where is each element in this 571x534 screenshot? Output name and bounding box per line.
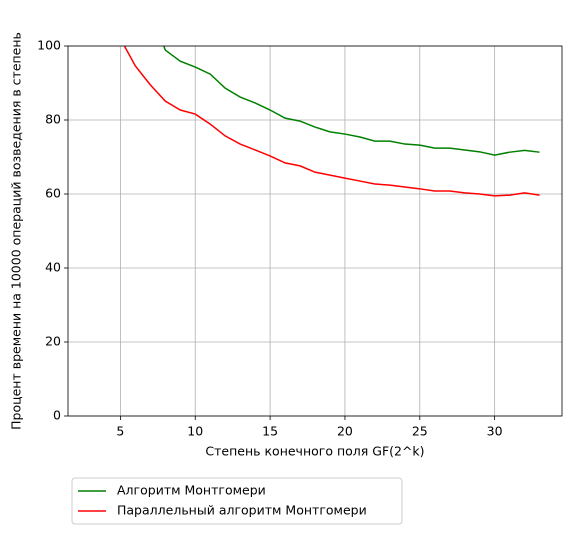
y-tick-label: 20	[45, 334, 61, 349]
y-tick-label: 60	[45, 186, 61, 201]
legend-label: Алгоритм Монтгомери	[117, 483, 266, 498]
y-tick-label: 0	[53, 408, 61, 423]
legend-box	[71, 477, 403, 525]
y-axis-label: Процент времени на 10000 операций возвед…	[9, 32, 24, 430]
y-tick-label: 40	[45, 260, 61, 275]
legend-label: Параллельный алгоритм Монтгомери	[117, 503, 367, 518]
x-tick-label: 20	[337, 424, 353, 439]
x-tick-label: 30	[487, 424, 503, 439]
x-tick-label: 5	[116, 424, 124, 439]
grid	[68, 45, 562, 417]
y-tick-label: 80	[45, 112, 61, 127]
lines	[123, 46, 540, 197]
x-tick-label: 10	[187, 424, 203, 439]
series-line	[163, 46, 540, 156]
legend: Алгоритм Монтгомери Параллельный алгоритм…	[78, 483, 367, 518]
ticks: 5 10 15 20 25 30 0 20 40 60 80 100	[37, 38, 502, 439]
x-tick-label: 25	[412, 424, 428, 439]
plot-frame	[67, 45, 563, 417]
y-tick-label: 100	[37, 38, 61, 53]
x-tick-label: 15	[262, 424, 278, 439]
series-line	[123, 46, 540, 197]
x-axis-label: Степень конечного поля GF(2^k)	[205, 444, 424, 459]
